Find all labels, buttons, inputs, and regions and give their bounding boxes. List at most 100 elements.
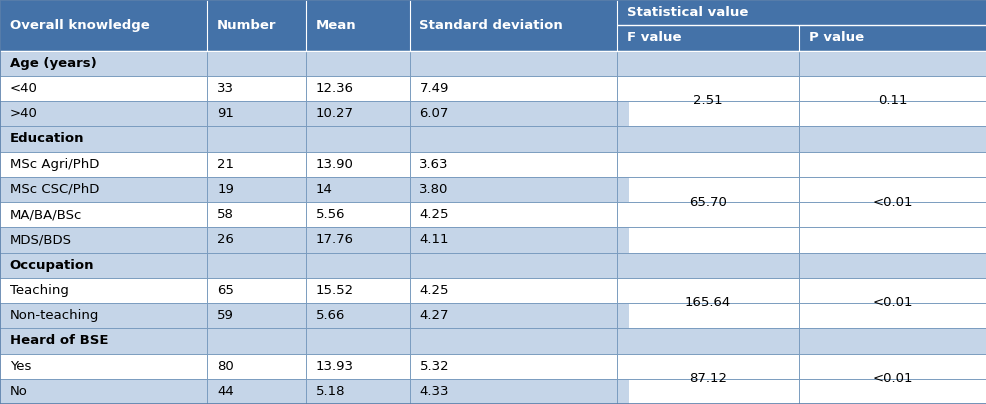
Bar [799, 76, 986, 101]
Text: 3.80: 3.80 [419, 183, 449, 196]
Text: 5.18: 5.18 [316, 385, 345, 398]
Bar [799, 354, 986, 404]
Bar [0, 152, 207, 177]
Text: 17.76: 17.76 [316, 234, 354, 246]
Bar [0, 0, 207, 50]
Bar [306, 0, 409, 50]
Bar [0, 177, 207, 202]
Bar [616, 379, 799, 404]
Text: Heard of BSE: Heard of BSE [10, 335, 108, 347]
Bar [409, 278, 616, 303]
Bar [306, 379, 409, 404]
Text: 44: 44 [217, 385, 234, 398]
Bar [616, 354, 799, 379]
Bar [0, 354, 207, 379]
Text: 91: 91 [217, 107, 234, 120]
Text: 13.90: 13.90 [316, 158, 353, 170]
Text: 21: 21 [217, 158, 234, 170]
Bar [799, 202, 986, 227]
Bar [207, 354, 306, 379]
Text: MSc CSC/PhD: MSc CSC/PhD [10, 183, 100, 196]
Text: 5.32: 5.32 [419, 360, 449, 372]
Bar [799, 152, 986, 177]
Bar [799, 379, 986, 404]
Bar [207, 101, 306, 126]
Bar [306, 76, 409, 101]
Bar [799, 354, 986, 379]
Bar [616, 227, 799, 252]
Bar [409, 152, 616, 177]
Bar [0, 126, 986, 152]
Text: 59: 59 [217, 309, 234, 322]
Bar [207, 278, 306, 303]
Bar [616, 354, 628, 379]
Bar [0, 101, 207, 126]
Bar [616, 152, 628, 177]
Bar [616, 354, 799, 404]
Bar [207, 227, 306, 252]
Bar [409, 76, 616, 101]
Text: F value: F value [626, 32, 680, 44]
Bar [207, 177, 306, 202]
Text: Overall knowledge: Overall knowledge [10, 19, 150, 32]
Bar [616, 25, 799, 50]
Text: 4.25: 4.25 [419, 284, 449, 297]
Bar [0, 328, 986, 354]
Text: 6.07: 6.07 [419, 107, 449, 120]
Bar [616, 152, 799, 177]
Text: 4.27: 4.27 [419, 309, 449, 322]
Text: 15.52: 15.52 [316, 284, 354, 297]
Bar [409, 379, 616, 404]
Text: 14: 14 [316, 183, 332, 196]
Text: 87.12: 87.12 [688, 372, 727, 385]
Bar [207, 76, 306, 101]
Text: 4.25: 4.25 [419, 208, 449, 221]
Text: 7.49: 7.49 [419, 82, 449, 95]
Bar [0, 202, 207, 227]
Bar [409, 227, 616, 252]
Text: 10.27: 10.27 [316, 107, 354, 120]
Bar [207, 303, 306, 328]
Text: Teaching: Teaching [10, 284, 69, 297]
Text: <0.01: <0.01 [872, 196, 913, 208]
Text: 4.33: 4.33 [419, 385, 449, 398]
Bar [616, 202, 799, 227]
Text: MSc Agri/PhD: MSc Agri/PhD [10, 158, 100, 170]
Text: 5.56: 5.56 [316, 208, 345, 221]
Bar [409, 303, 616, 328]
Bar [409, 202, 616, 227]
Text: MA/BA/BSc: MA/BA/BSc [10, 208, 82, 221]
Bar [306, 354, 409, 379]
Bar [616, 202, 628, 227]
Text: Age (years): Age (years) [10, 57, 97, 69]
Bar [799, 25, 986, 50]
Text: <0.01: <0.01 [872, 372, 913, 385]
Text: 0.11: 0.11 [878, 95, 907, 107]
Bar [799, 76, 986, 126]
Bar [616, 101, 628, 126]
Text: MDS/BDS: MDS/BDS [10, 234, 72, 246]
Text: 65: 65 [217, 284, 234, 297]
Bar [0, 227, 207, 252]
Bar [207, 0, 306, 50]
Bar [0, 278, 207, 303]
Text: Mean: Mean [316, 19, 356, 32]
Bar [616, 177, 628, 202]
Bar [306, 101, 409, 126]
Bar [616, 152, 799, 252]
Text: 12.36: 12.36 [316, 82, 354, 95]
Bar [207, 379, 306, 404]
Text: 165.64: 165.64 [684, 297, 731, 309]
Bar [306, 177, 409, 202]
Bar [616, 177, 799, 202]
Bar [0, 379, 207, 404]
Text: Occupation: Occupation [10, 259, 95, 271]
Bar [616, 278, 799, 328]
Bar [799, 177, 986, 202]
Bar [409, 101, 616, 126]
Bar [207, 152, 306, 177]
Bar [0, 76, 207, 101]
Text: 5.66: 5.66 [316, 309, 345, 322]
Text: No: No [10, 385, 28, 398]
Text: 3.63: 3.63 [419, 158, 449, 170]
